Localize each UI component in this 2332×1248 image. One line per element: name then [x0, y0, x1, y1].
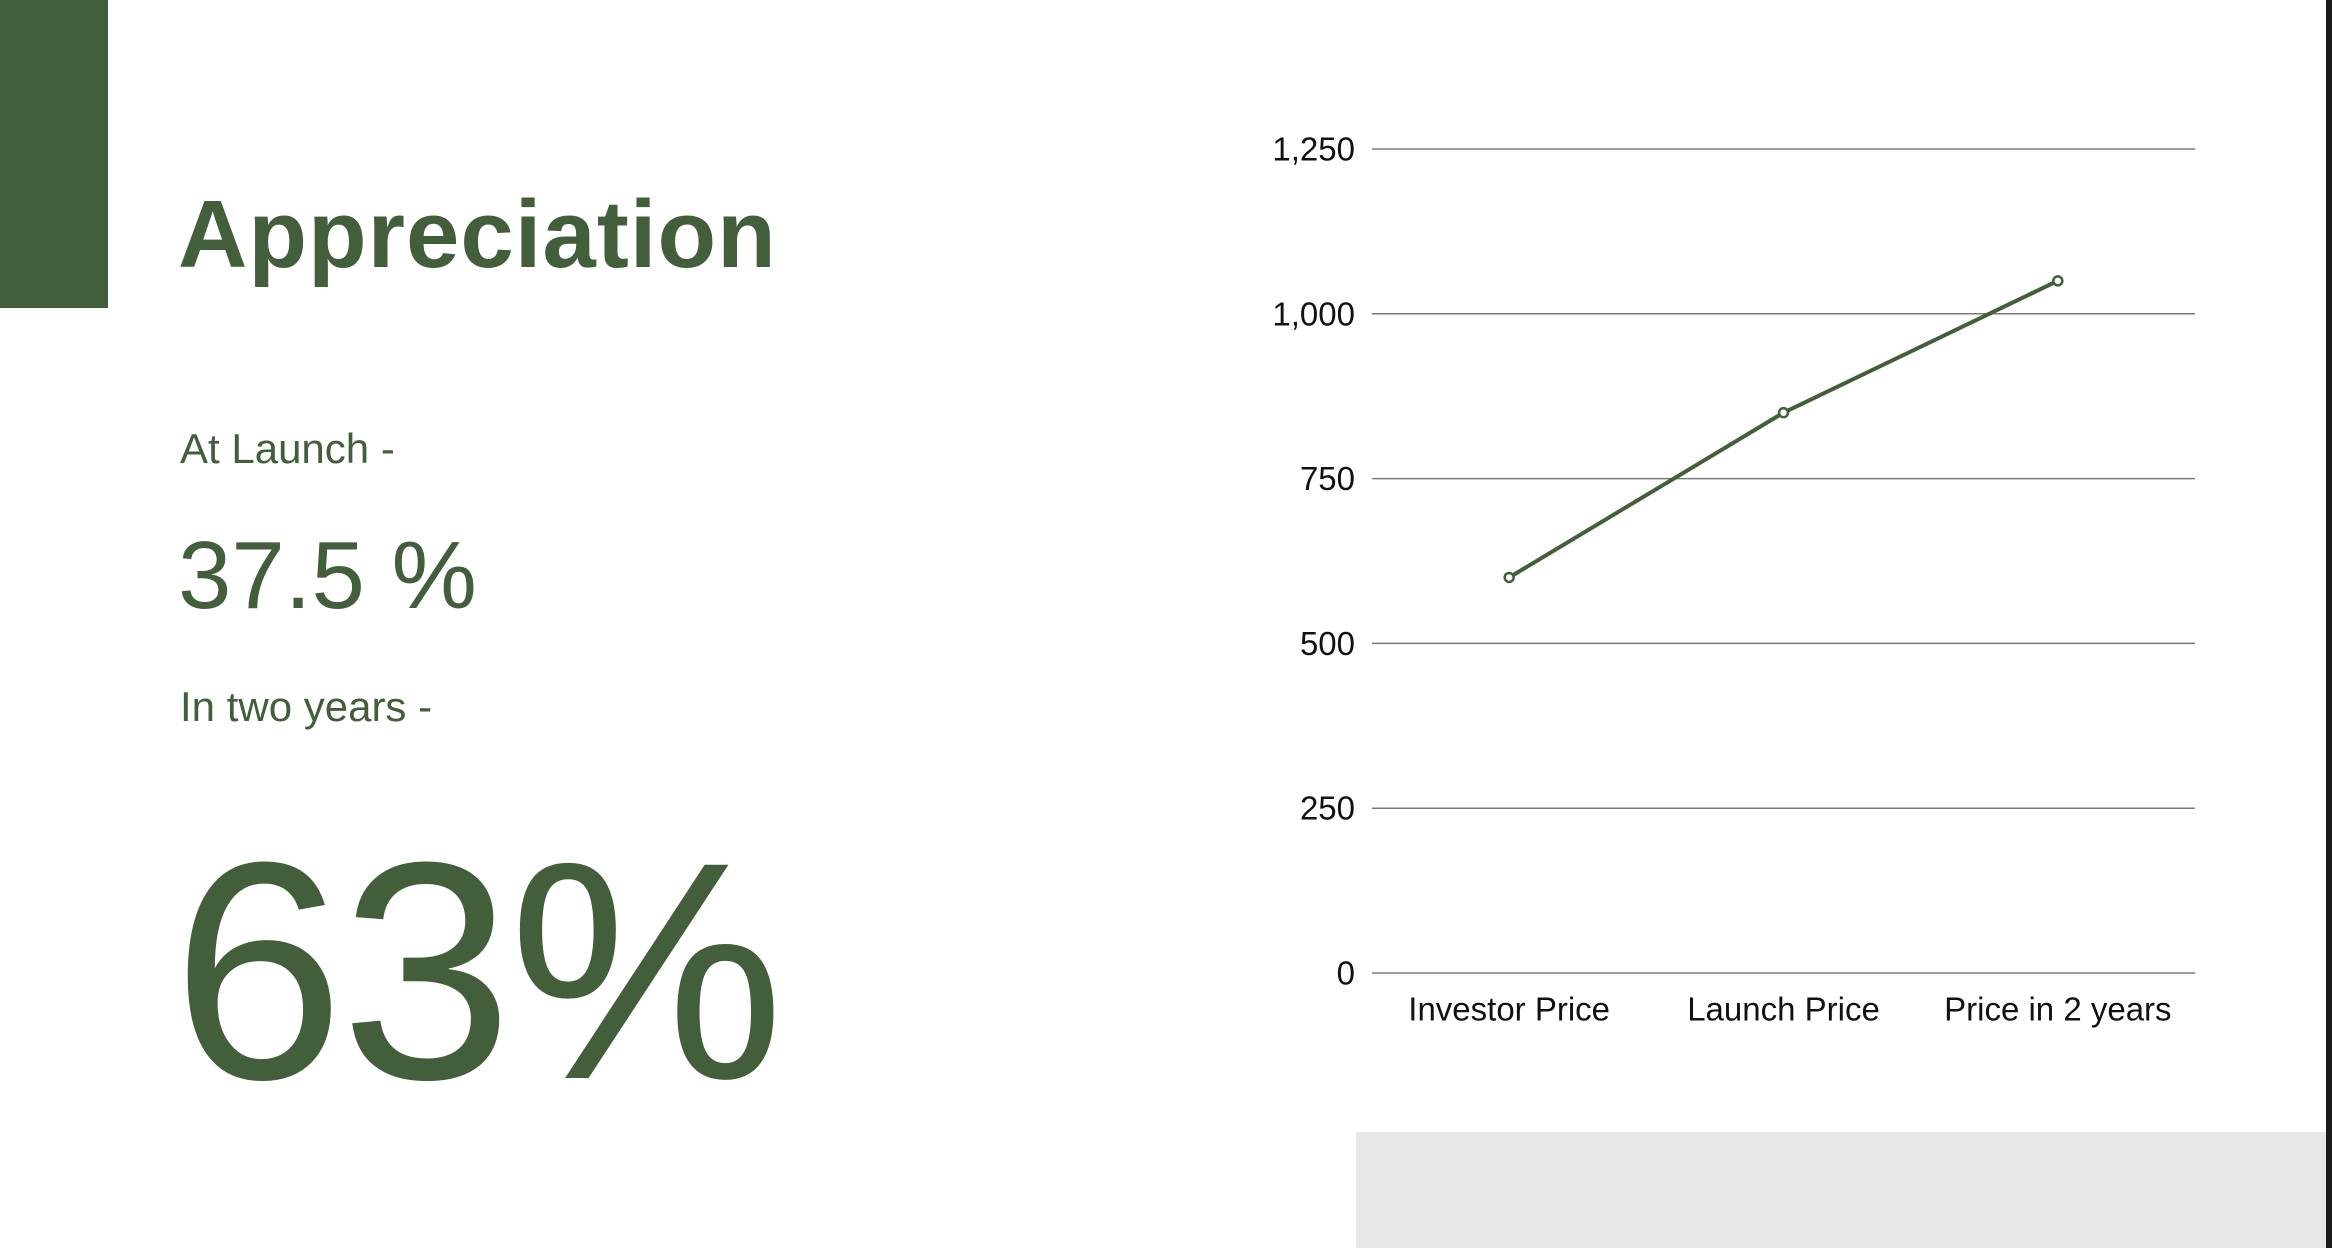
- chart-gridlines: [1372, 148, 2195, 974]
- y-tick-label: 1,250: [1272, 131, 1355, 168]
- footer-block: [1356, 1132, 2332, 1248]
- data-point: [1777, 406, 1790, 419]
- y-tick-label: 1,000: [1272, 295, 1355, 332]
- y-tick-label: 750: [1300, 460, 1355, 497]
- data-point: [1503, 571, 1515, 584]
- right-edge-border: [2326, 0, 2332, 1248]
- chart-series-line: [1507, 278, 2060, 580]
- y-tick-label: 500: [1300, 625, 1355, 662]
- two-years-value: 63%: [172, 797, 784, 1144]
- x-tick-label: Price in 2 years: [1944, 991, 2171, 1028]
- series-line: [1507, 278, 2060, 580]
- chart-points: [1503, 275, 2064, 584]
- accent-bar: [0, 0, 108, 308]
- x-tick-label: Investor Price: [1408, 991, 1610, 1028]
- data-point: [2052, 275, 2064, 287]
- price-line-chart: 0 250 500 750 1,000 1,250 Investor Price Launc…: [1272, 131, 2195, 1028]
- at-launch-label: At Launch -: [180, 425, 395, 472]
- at-launch-value: 37.5 %: [178, 522, 477, 629]
- chart-y-tick-labels: 0 250 500 750 1,000 1,250: [1272, 131, 1355, 992]
- x-tick-label: Launch Price: [1687, 991, 1880, 1028]
- two-years-label: In two years -: [180, 683, 433, 730]
- y-tick-label: 0: [1337, 955, 1355, 992]
- chart-x-tick-labels: Investor Price Launch Price Price in 2 yea…: [1408, 991, 2171, 1028]
- page-title: Appreciation: [178, 181, 777, 288]
- y-tick-label: 250: [1300, 790, 1355, 827]
